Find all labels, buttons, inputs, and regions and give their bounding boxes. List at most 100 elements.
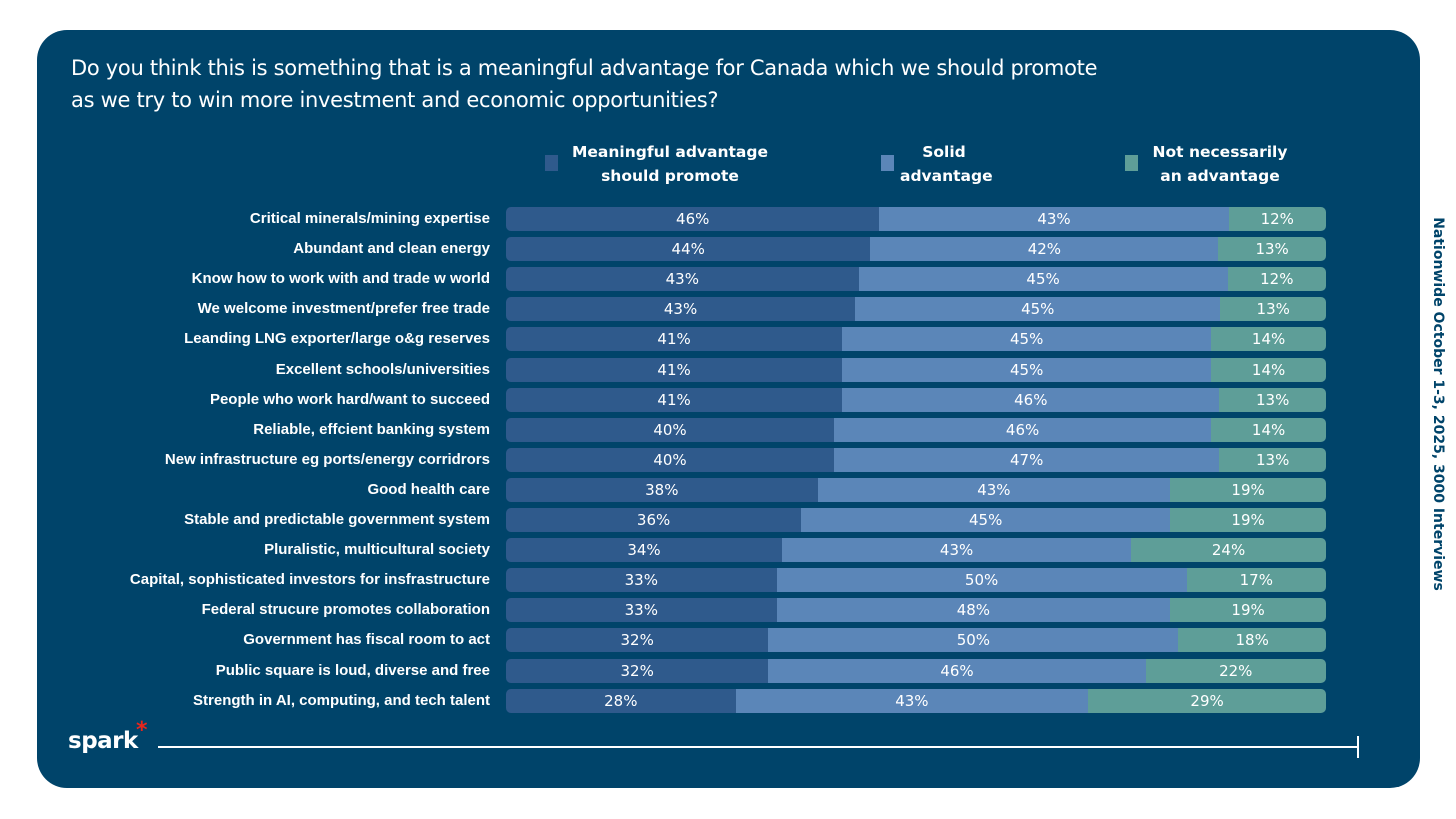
- data-label: 24%: [1211, 541, 1246, 560]
- bar-segment-solid: 43%: [735, 688, 1089, 713]
- stacked-bar: 43% 45% 13%: [506, 297, 1326, 322]
- bar-segment-meaningful: 46%: [506, 207, 880, 231]
- stacked-bar: 44% 42% 13%: [506, 237, 1326, 262]
- data-label: 47%: [1010, 450, 1044, 469]
- data-label: 33%: [624, 601, 658, 620]
- bar-segment-not: 24%: [1131, 538, 1326, 563]
- stacked-bar: 36% 45% 19%: [506, 508, 1326, 532]
- legend-label-not: Not necessarily an advantage: [1152, 143, 1288, 185]
- data-label: 29%: [1190, 691, 1224, 710]
- category-label: People who work hard/want to succeed: [209, 390, 490, 408]
- category-label: Excellent schools/universities: [275, 360, 490, 378]
- data-label: 14%: [1251, 360, 1286, 379]
- category-label: Government has fiscal room to act: [243, 631, 490, 649]
- bar-segment-not: 13%: [1218, 237, 1326, 262]
- data-label: 38%: [645, 480, 679, 499]
- stacked-bar: 32% 50% 18%: [506, 628, 1326, 653]
- data-label: 45%: [1021, 300, 1055, 319]
- data-label: 34%: [627, 541, 661, 560]
- legend-label-meaningful: Meaningful advantage should promote: [572, 143, 768, 185]
- data-label: 19%: [1231, 511, 1265, 529]
- data-label: 40%: [653, 450, 687, 469]
- data-label: 32%: [620, 631, 654, 650]
- bar-segment-meaningful: 43%: [506, 297, 856, 322]
- data-label: 46%: [940, 661, 974, 680]
- category-label: Abundant and clean energy: [293, 240, 490, 258]
- data-label: 19%: [1231, 480, 1265, 499]
- bar-segment-not: 22%: [1145, 658, 1326, 683]
- category-label: New infrastructure eg ports/energy corri…: [164, 450, 490, 468]
- stacked-bar: 33% 48% 19%: [506, 598, 1326, 623]
- stacked-bar: 41% 45% 14%: [506, 327, 1326, 352]
- data-label: 46%: [1014, 390, 1048, 409]
- data-label: 40%: [653, 420, 687, 439]
- bar-segment-meaningful: 34%: [506, 538, 783, 563]
- category-label: Good health care: [367, 480, 490, 498]
- stacked-bar: 38% 43% 19%: [506, 477, 1326, 502]
- bar-segment-meaningful: 38%: [506, 477, 818, 502]
- bar-segment-solid: 46%: [768, 658, 1146, 683]
- bar-segment-meaningful: 41%: [506, 387, 843, 412]
- category-label: Reliable, effcient banking system: [253, 420, 490, 438]
- data-label: 48%: [956, 601, 991, 620]
- stacked-bar: 43% 45% 12%: [506, 267, 1326, 292]
- data-label: 13%: [1256, 390, 1290, 409]
- bar-segment-not: 14%: [1211, 417, 1326, 442]
- data-label: 14%: [1251, 420, 1286, 439]
- bar-segment-solid: 45%: [855, 297, 1221, 322]
- bar-segment-not: 12%: [1227, 267, 1326, 292]
- data-label: 43%: [1037, 210, 1071, 228]
- stacked-bar: 32% 46% 22%: [506, 658, 1326, 683]
- asterisk-icon: *: [136, 718, 148, 743]
- bar-segment-solid: 43%: [879, 207, 1229, 231]
- stacked-bar: 33% 50% 17%: [506, 568, 1326, 593]
- stacked-bar: 40% 47% 13%: [506, 447, 1326, 472]
- legend-swatch-not: [1125, 155, 1138, 171]
- data-label: 46%: [676, 210, 710, 228]
- data-label: 44%: [671, 240, 705, 259]
- bar-segment-meaningful: 33%: [506, 568, 777, 593]
- bar-segment-meaningful: 44%: [506, 237, 871, 262]
- bar-segment-meaningful: 40%: [506, 417, 834, 442]
- bar-segment-not: 17%: [1186, 568, 1326, 593]
- data-label: 13%: [1256, 450, 1290, 469]
- category-label: We welcome investment/prefer free trade: [197, 300, 490, 318]
- bar-segment-solid: 45%: [842, 357, 1212, 382]
- data-label: 42%: [1027, 240, 1062, 259]
- data-label: 46%: [1005, 420, 1040, 439]
- bar-segment-solid: 50%: [776, 568, 1187, 593]
- data-label: 18%: [1235, 631, 1269, 650]
- data-label: 41%: [657, 390, 691, 409]
- bar-segment-not: 13%: [1219, 387, 1326, 412]
- data-label: 36%: [636, 511, 671, 529]
- bar-segment-solid: 45%: [842, 327, 1212, 352]
- data-label: 45%: [1010, 360, 1044, 379]
- data-label: 12%: [1260, 270, 1294, 289]
- bar-segment-meaningful: 36%: [506, 508, 802, 532]
- bar-segment-meaningful: 41%: [506, 327, 843, 352]
- data-label: 43%: [977, 480, 1011, 499]
- stacked-bar: 46% 43% 12%: [506, 207, 1326, 231]
- data-label: 41%: [657, 360, 691, 379]
- stacked-bar: 28% 43% 29%: [506, 688, 1326, 713]
- bar-segment-not: 19%: [1170, 598, 1326, 623]
- data-label: 19%: [1231, 601, 1265, 620]
- category-label: Stable and predictable government system: [184, 511, 490, 528]
- bar-segment-solid: 50%: [768, 628, 1179, 653]
- legend-swatch-meaningful: [545, 155, 558, 171]
- data-label: 14%: [1251, 330, 1286, 349]
- bar-segment-solid: 45%: [858, 267, 1228, 292]
- bar-segment-meaningful: 32%: [506, 628, 769, 653]
- data-label: 41%: [657, 330, 691, 349]
- bar-segment-not: 13%: [1219, 447, 1326, 472]
- legend-swatch-solid: [881, 155, 894, 171]
- bar-segment-solid: 46%: [842, 387, 1220, 412]
- category-label: Pluralistic, multicultural society: [264, 541, 490, 559]
- data-label: 43%: [895, 691, 929, 710]
- data-label: 32%: [620, 661, 654, 680]
- bar-segment-meaningful: 33%: [506, 598, 777, 623]
- chart-title: Do you think this is something that is a…: [71, 56, 1098, 112]
- source-note: Nationwide October 1-3, 2025, 3000 Inter…: [1430, 217, 1446, 591]
- bar-segment-not: 29%: [1088, 688, 1326, 713]
- data-label: 22%: [1219, 661, 1253, 680]
